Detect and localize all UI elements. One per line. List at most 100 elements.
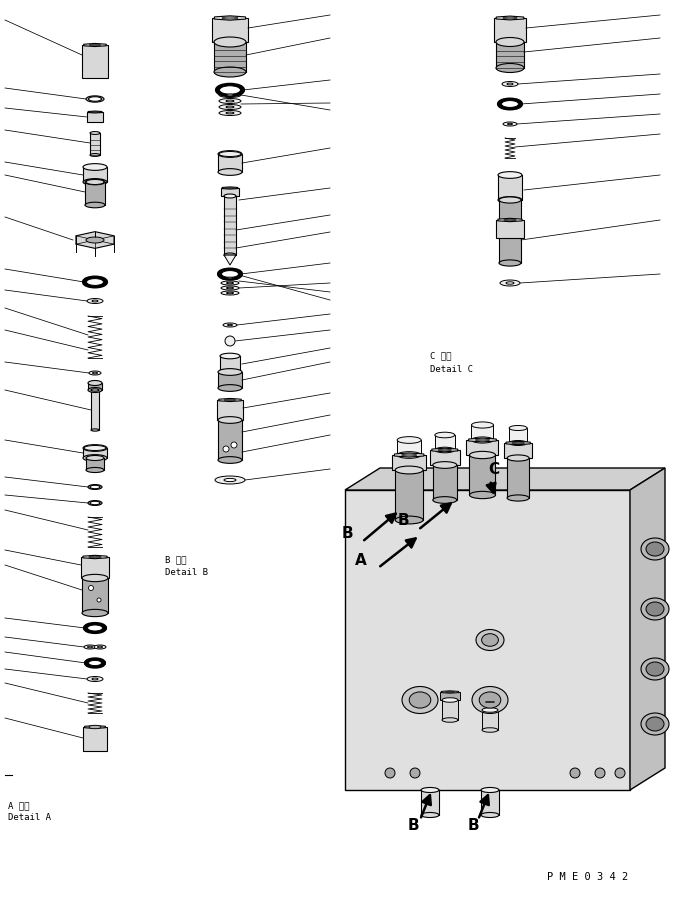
Ellipse shape	[88, 501, 102, 505]
Polygon shape	[432, 448, 458, 451]
Ellipse shape	[402, 454, 417, 456]
Bar	[224, 196, 236, 255]
Polygon shape	[496, 16, 524, 20]
Text: B: B	[342, 526, 354, 541]
Bar	[90, 133, 100, 155]
Ellipse shape	[472, 437, 493, 443]
Ellipse shape	[507, 495, 529, 501]
Bar	[509, 428, 527, 443]
Bar	[218, 154, 242, 172]
Ellipse shape	[446, 691, 454, 693]
Bar	[466, 440, 499, 455]
Ellipse shape	[228, 324, 233, 326]
Text: A 詳細: A 詳細	[8, 801, 30, 810]
Ellipse shape	[91, 389, 99, 391]
Ellipse shape	[219, 151, 241, 157]
Ellipse shape	[86, 660, 104, 667]
Polygon shape	[83, 555, 107, 559]
Ellipse shape	[481, 813, 499, 817]
Ellipse shape	[226, 292, 233, 294]
Circle shape	[385, 768, 395, 778]
Ellipse shape	[502, 81, 518, 86]
Ellipse shape	[226, 106, 234, 108]
Ellipse shape	[222, 17, 238, 19]
Ellipse shape	[83, 444, 107, 451]
Circle shape	[97, 598, 101, 602]
Ellipse shape	[485, 702, 495, 703]
Ellipse shape	[224, 399, 236, 401]
Ellipse shape	[85, 179, 105, 185]
Ellipse shape	[83, 164, 107, 170]
Ellipse shape	[397, 437, 421, 443]
Ellipse shape	[482, 633, 498, 646]
Ellipse shape	[224, 194, 236, 198]
Ellipse shape	[91, 429, 99, 431]
Ellipse shape	[90, 486, 100, 488]
Ellipse shape	[86, 660, 104, 667]
Bar	[470, 455, 495, 495]
Ellipse shape	[641, 598, 669, 620]
Ellipse shape	[470, 451, 495, 459]
Ellipse shape	[223, 323, 237, 327]
Ellipse shape	[646, 542, 664, 556]
Ellipse shape	[435, 432, 455, 438]
Ellipse shape	[512, 442, 524, 443]
Bar	[81, 557, 109, 578]
Ellipse shape	[508, 123, 512, 124]
Ellipse shape	[85, 624, 105, 632]
Bar	[220, 356, 240, 372]
Ellipse shape	[215, 476, 245, 484]
Ellipse shape	[86, 278, 104, 286]
Ellipse shape	[220, 353, 240, 359]
Ellipse shape	[421, 813, 439, 817]
Bar	[480, 702, 500, 710]
Bar	[498, 175, 522, 200]
Bar	[85, 182, 105, 205]
Ellipse shape	[84, 645, 96, 649]
Ellipse shape	[214, 37, 246, 47]
Ellipse shape	[82, 609, 108, 616]
Ellipse shape	[499, 259, 521, 266]
Ellipse shape	[470, 491, 495, 498]
Ellipse shape	[219, 98, 241, 104]
Ellipse shape	[482, 728, 498, 733]
Ellipse shape	[87, 677, 103, 681]
Ellipse shape	[476, 630, 504, 651]
Circle shape	[615, 768, 625, 778]
Ellipse shape	[94, 645, 106, 649]
Bar	[496, 220, 524, 238]
Bar	[433, 465, 457, 500]
Circle shape	[231, 442, 237, 448]
Ellipse shape	[509, 425, 527, 431]
Ellipse shape	[86, 237, 104, 243]
Ellipse shape	[87, 298, 103, 304]
Ellipse shape	[409, 692, 431, 708]
Bar	[481, 790, 499, 815]
Circle shape	[88, 586, 94, 590]
Ellipse shape	[218, 369, 242, 376]
Bar	[82, 578, 108, 613]
Ellipse shape	[218, 385, 242, 391]
Ellipse shape	[219, 111, 241, 115]
Ellipse shape	[503, 219, 516, 221]
Ellipse shape	[219, 105, 241, 110]
Ellipse shape	[89, 725, 101, 729]
Bar	[435, 435, 455, 450]
Ellipse shape	[498, 171, 522, 178]
Ellipse shape	[226, 112, 234, 114]
Text: Detail B: Detail B	[165, 568, 208, 577]
Ellipse shape	[89, 371, 101, 375]
Ellipse shape	[92, 678, 98, 680]
Bar	[494, 18, 526, 42]
Ellipse shape	[88, 660, 102, 666]
Ellipse shape	[442, 697, 458, 702]
Ellipse shape	[85, 202, 105, 208]
Ellipse shape	[88, 387, 102, 393]
Ellipse shape	[92, 300, 98, 302]
Ellipse shape	[226, 287, 233, 289]
Ellipse shape	[395, 466, 423, 474]
Polygon shape	[441, 691, 459, 693]
Ellipse shape	[433, 496, 457, 504]
Ellipse shape	[221, 286, 239, 290]
Ellipse shape	[86, 456, 104, 460]
